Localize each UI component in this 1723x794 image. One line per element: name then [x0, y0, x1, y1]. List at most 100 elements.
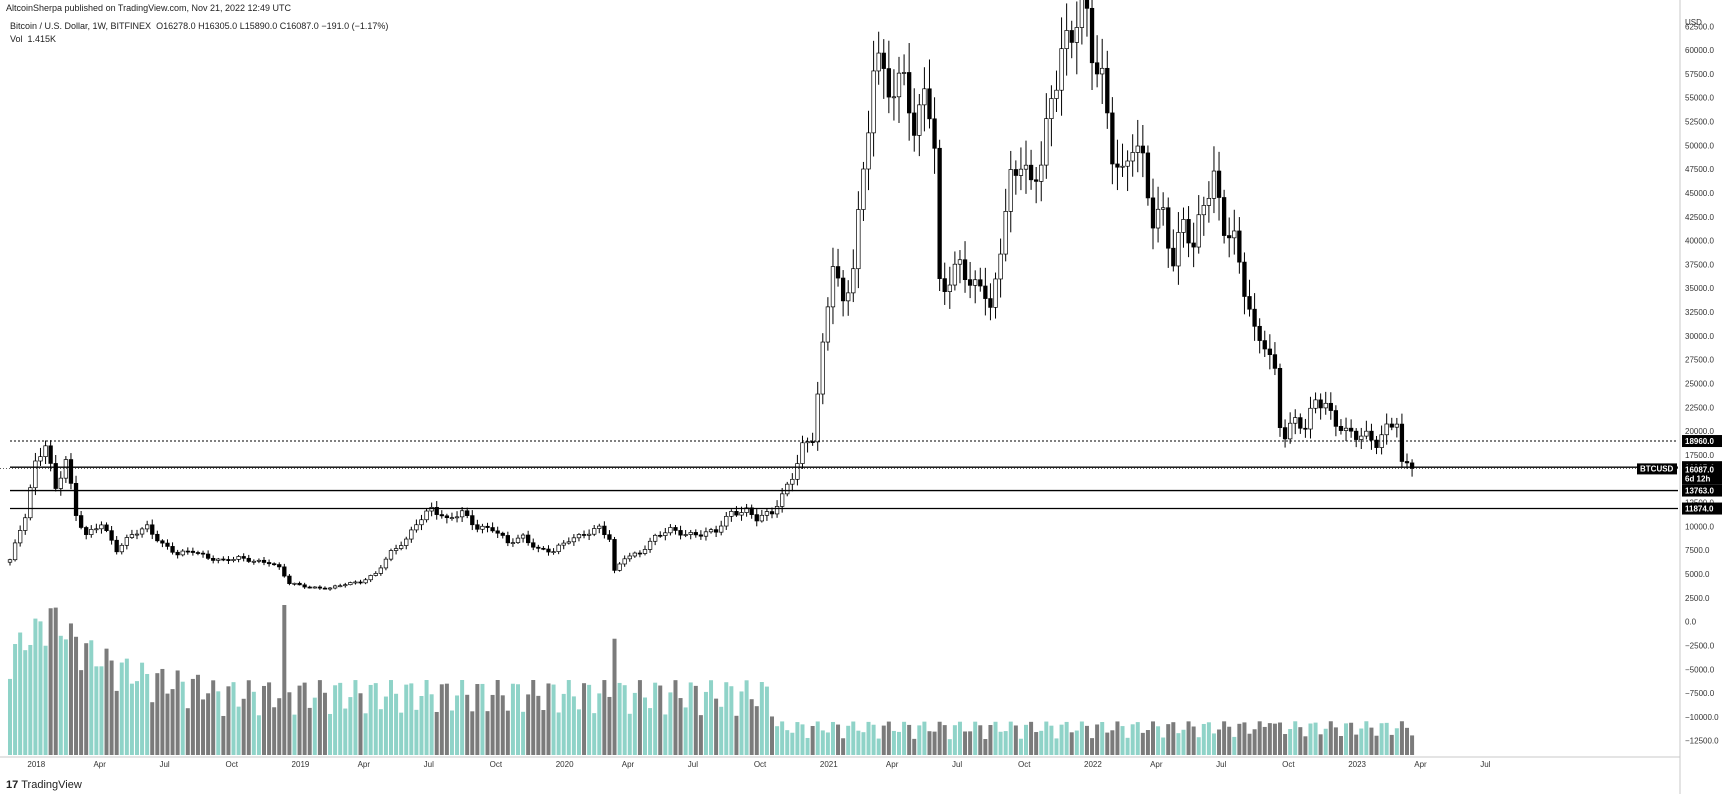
- candle-body[interactable]: [150, 524, 155, 535]
- candle-body[interactable]: [1064, 30, 1069, 49]
- candle-body[interactable]: [475, 524, 480, 530]
- candle-body[interactable]: [973, 279, 978, 286]
- candle-body[interactable]: [58, 477, 63, 489]
- candle-body[interactable]: [485, 525, 490, 528]
- candle-body[interactable]: [988, 298, 993, 308]
- candle-body[interactable]: [510, 542, 516, 544]
- candle-body[interactable]: [216, 558, 221, 561]
- candle-body[interactable]: [947, 284, 952, 292]
- candle-body[interactable]: [1003, 211, 1008, 255]
- candle-body[interactable]: [28, 487, 33, 519]
- candle-body[interactable]: [1318, 399, 1323, 409]
- candle-body[interactable]: [409, 529, 414, 540]
- candle-body[interactable]: [1359, 435, 1364, 440]
- candle-body[interactable]: [1343, 427, 1349, 431]
- candle-body[interactable]: [7, 559, 13, 563]
- candle-body[interactable]: [266, 562, 272, 565]
- candle-body[interactable]: [78, 515, 84, 528]
- candle-body[interactable]: [856, 209, 861, 270]
- candle-body[interactable]: [1354, 430, 1359, 440]
- candle-body[interactable]: [414, 524, 419, 531]
- candle-body[interactable]: [592, 528, 597, 535]
- candle-body[interactable]: [1201, 205, 1206, 216]
- candle-body[interactable]: [185, 550, 190, 553]
- candle-body[interactable]: [912, 112, 917, 136]
- candle-body[interactable]: [1034, 179, 1039, 182]
- candle-body[interactable]: [454, 516, 460, 519]
- candle-body[interactable]: [952, 263, 958, 286]
- candle-body[interactable]: [734, 511, 739, 516]
- candle-body[interactable]: [109, 530, 114, 541]
- candle-body[interactable]: [282, 566, 287, 577]
- candle-body[interactable]: [1084, 0, 1090, 9]
- candle-body[interactable]: [53, 463, 58, 489]
- candle-body[interactable]: [439, 514, 444, 517]
- candle-body[interactable]: [571, 537, 577, 543]
- candle-body[interactable]: [647, 540, 653, 550]
- candle-body[interactable]: [368, 575, 373, 581]
- tradingview-logo[interactable]: 17 TradingView: [6, 779, 82, 791]
- candle-body[interactable]: [343, 584, 348, 587]
- candle-body[interactable]: [277, 564, 282, 568]
- candle-body[interactable]: [1237, 230, 1242, 263]
- candle-body[interactable]: [1135, 145, 1140, 153]
- candle-body[interactable]: [526, 534, 531, 544]
- candle-body[interactable]: [785, 483, 790, 495]
- candle-body[interactable]: [327, 587, 333, 590]
- candle-body[interactable]: [780, 493, 785, 507]
- candle-body[interactable]: [48, 445, 53, 464]
- candle-body[interactable]: [612, 539, 617, 571]
- candle-body[interactable]: [139, 528, 145, 535]
- candle-body[interactable]: [1216, 170, 1222, 198]
- candle-body[interactable]: [68, 459, 74, 484]
- candle-body[interactable]: [663, 532, 668, 536]
- candle-body[interactable]: [1282, 427, 1288, 440]
- candle-body[interactable]: [1272, 354, 1278, 369]
- candle-body[interactable]: [1298, 417, 1303, 429]
- candle-body[interactable]: [1206, 197, 1212, 206]
- candle-body[interactable]: [1384, 423, 1389, 436]
- candle-body[interactable]: [1039, 164, 1044, 182]
- candle-body[interactable]: [1008, 169, 1013, 212]
- candle-body[interactable]: [861, 168, 866, 210]
- candle-body[interactable]: [642, 549, 648, 554]
- candle-body[interactable]: [1191, 242, 1196, 248]
- candle-body[interactable]: [937, 147, 942, 279]
- candle-body[interactable]: [465, 510, 470, 516]
- candle-body[interactable]: [205, 553, 211, 559]
- candle-body[interactable]: [713, 529, 719, 533]
- candle-body[interactable]: [520, 534, 526, 539]
- candle-body[interactable]: [251, 560, 256, 563]
- candle-body[interactable]: [104, 524, 109, 531]
- candle-body[interactable]: [1404, 461, 1410, 464]
- candle-body[interactable]: [627, 555, 632, 560]
- candle-body[interactable]: [825, 306, 831, 343]
- candle-body[interactable]: [500, 532, 505, 536]
- candle-body[interactable]: [1364, 430, 1369, 437]
- candle-body[interactable]: [180, 550, 185, 556]
- candle-body[interactable]: [1155, 208, 1161, 229]
- candle-body[interactable]: [820, 341, 825, 395]
- candle-body[interactable]: [1161, 207, 1166, 210]
- candle-body[interactable]: [658, 534, 663, 537]
- candle-body[interactable]: [551, 551, 556, 553]
- candle-body[interactable]: [967, 279, 973, 286]
- candle-body[interactable]: [1313, 399, 1318, 409]
- candle-body[interactable]: [1333, 410, 1339, 427]
- candle-body[interactable]: [871, 70, 876, 134]
- candle-body[interactable]: [1409, 462, 1415, 469]
- candle-body[interactable]: [373, 573, 378, 576]
- candle-body[interactable]: [18, 530, 23, 544]
- candle-body[interactable]: [1059, 48, 1064, 91]
- candle-body[interactable]: [1257, 325, 1262, 341]
- candle-body[interactable]: [256, 559, 262, 562]
- candle-body[interactable]: [1049, 98, 1054, 119]
- candle-body[interactable]: [983, 285, 988, 299]
- candle-body[interactable]: [536, 546, 541, 549]
- candle-body[interactable]: [404, 538, 409, 546]
- candle-body[interactable]: [1267, 348, 1272, 356]
- candle-body[interactable]: [531, 542, 536, 548]
- candle-body[interactable]: [134, 533, 140, 536]
- candle-body[interactable]: [399, 545, 404, 549]
- candle-body[interactable]: [978, 279, 983, 287]
